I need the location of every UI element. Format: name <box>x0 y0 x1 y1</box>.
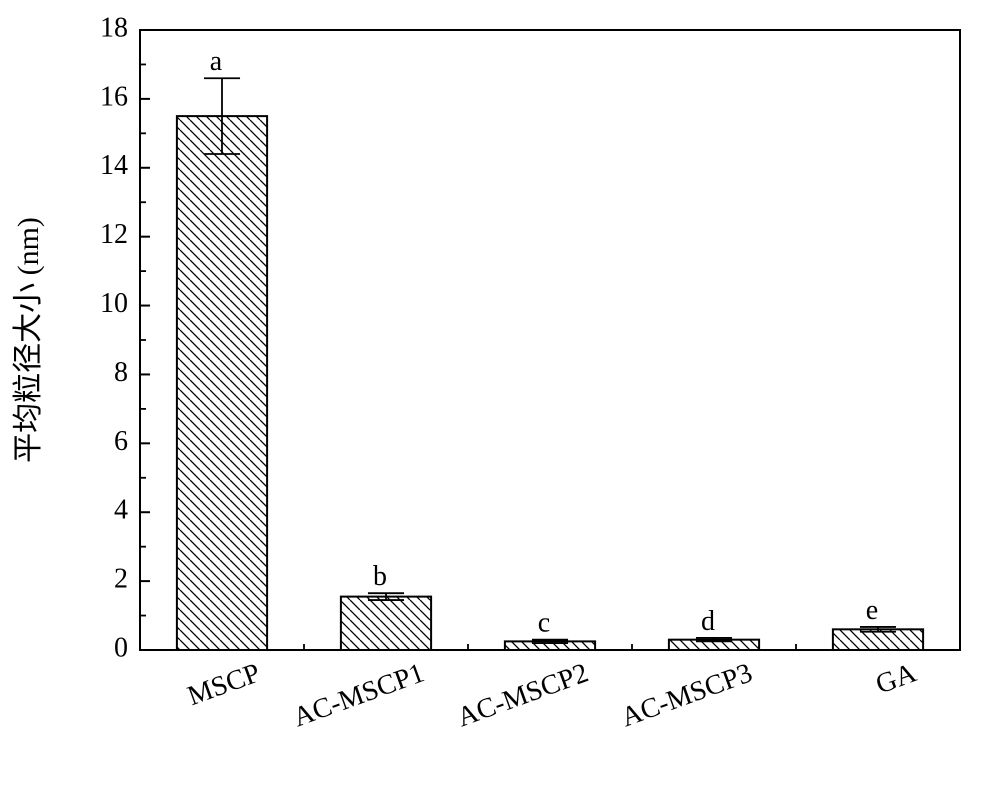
y-tick-label: 18 <box>100 12 128 43</box>
x-category-label: AC-MSCP1 <box>289 657 428 733</box>
x-category-label: MSCP <box>184 657 265 712</box>
y-tick-label: 8 <box>114 357 128 388</box>
x-category-label: AC-MSCP2 <box>453 657 592 733</box>
y-tick-label: 6 <box>114 426 128 457</box>
x-category-label: GA <box>872 657 921 700</box>
y-axis-label: 平均粒径大小 (nm) <box>12 217 45 463</box>
bar-annotation: b <box>373 561 387 592</box>
y-tick-label: 14 <box>100 150 128 181</box>
bar-annotation: c <box>538 608 550 639</box>
x-category-label: AC-MSCP3 <box>617 657 756 733</box>
chart-svg: 0 2 4 6 8 10 12 14 16 18 MSCP AC-MSCP1 AC-MSCP2 AC-MS… <box>0 0 1000 799</box>
y-tick-label: 16 <box>100 81 128 112</box>
bar <box>341 597 431 650</box>
bar <box>177 116 267 650</box>
y-tick-label: 10 <box>100 288 128 319</box>
y-tick-label: 2 <box>114 564 128 595</box>
y-tick-label: 0 <box>114 632 128 663</box>
y-tick-label: 4 <box>114 495 128 526</box>
bar-annotation: a <box>210 46 223 77</box>
bar-chart: 0 2 4 6 8 10 12 14 16 18 MSCP AC-MSCP1 AC-MSCP2 AC-MS… <box>0 0 1000 799</box>
bar-annotation: e <box>866 595 878 626</box>
bar-annotation: d <box>701 606 715 637</box>
y-tick-label: 12 <box>100 219 128 250</box>
